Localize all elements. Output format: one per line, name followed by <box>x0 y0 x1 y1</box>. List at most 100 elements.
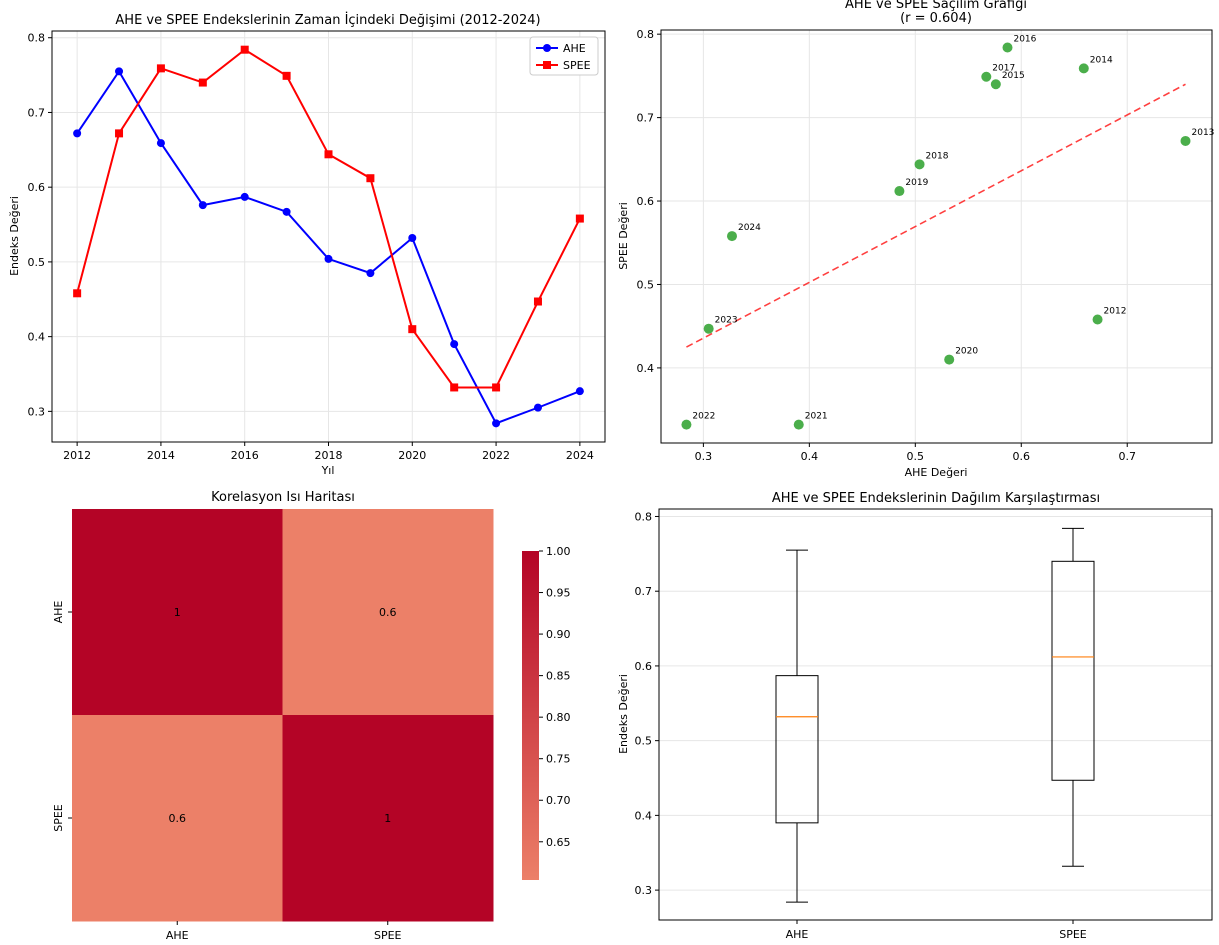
line-chart-title: AHE ve SPEE Endekslerinin Zaman İçindeki… <box>115 12 540 28</box>
heatmap-cell-label: 0.6 <box>169 812 187 825</box>
line-point-spee <box>73 289 82 298</box>
scatter-point <box>793 419 804 430</box>
heatmap-cell-label: 1 <box>174 606 181 619</box>
legend-marker-spee <box>543 61 551 69</box>
boxplot-box-spee <box>1051 560 1095 781</box>
scatter-point-label: 2021 <box>805 412 828 422</box>
heatmap-cell-label: 1 <box>384 812 391 825</box>
scatter-point-label: 2012 <box>1104 307 1127 317</box>
scatter-chart-panel: AHE ve SPEE Saçılım Grafiği (r = 0.604) … <box>617 0 1214 479</box>
boxplot-ytick-label: 0.4 <box>635 809 653 822</box>
colorbar-tick-label: 0.95 <box>546 587 571 600</box>
scatter-point-label: 2019 <box>905 178 928 188</box>
line-chart-xtick-label: 2018 <box>315 449 343 462</box>
boxplot-xtick-label: SPEE <box>1059 928 1087 941</box>
line-chart-xtick-label: 2022 <box>482 449 510 462</box>
line-point-spee <box>324 150 333 159</box>
line-point-spee <box>198 78 207 87</box>
line-chart-frame <box>51 30 606 443</box>
scatter-ytick-label: 0.4 <box>637 362 655 375</box>
scatter-point-label: 2022 <box>692 412 715 422</box>
heatmap-cell <box>72 715 283 922</box>
boxplot-ytick-label: 0.3 <box>635 884 653 897</box>
heatmap-cell-label: 0.6 <box>379 606 397 619</box>
heatmap-cell <box>72 509 283 716</box>
line-chart-ytick-label: 0.4 <box>28 331 46 344</box>
scatter-ytick-label: 0.5 <box>637 278 655 291</box>
scatter-xtick-label: 0.5 <box>907 450 925 463</box>
boxplot-ytick-label: 0.8 <box>635 510 653 523</box>
line-chart-panel: AHE ve SPEE Endekslerinin Zaman İçindeki… <box>8 12 606 477</box>
scatter-point <box>990 79 1001 90</box>
line-chart-ytick-label: 0.8 <box>28 32 46 45</box>
scatter-point-label: 2024 <box>738 223 761 233</box>
scatter-point-label: 2015 <box>1002 71 1025 81</box>
boxplot-frame <box>658 508 1213 921</box>
heatmap-row-label: AHE <box>52 601 65 624</box>
scatter-point <box>1078 63 1089 74</box>
line-chart-xtick-label: 2012 <box>63 449 91 462</box>
scatter-point-label: 2016 <box>1013 35 1036 45</box>
scatter-point <box>703 323 714 334</box>
boxplot-ytick-label: 0.6 <box>635 660 653 673</box>
line-point-spee <box>450 383 459 392</box>
heatmap-row-label: SPEE <box>52 804 65 832</box>
scatter-ytick-label: 0.7 <box>637 112 655 125</box>
line-chart-xtick-label: 2014 <box>147 449 175 462</box>
scatter-point <box>944 354 955 365</box>
line-point-ahe <box>575 387 584 396</box>
scatter-xtick-label: 0.4 <box>801 450 819 463</box>
scatter-point <box>894 186 905 197</box>
heatmap-cell <box>282 509 494 716</box>
boxplot-ytick-label: 0.7 <box>635 585 653 598</box>
line-point-spee <box>156 64 165 73</box>
line-point-ahe <box>156 139 165 148</box>
heatmap-col-label: SPEE <box>374 929 402 942</box>
scatter-point-label: 2020 <box>955 347 978 357</box>
scatter-point-label: 2023 <box>715 316 738 326</box>
scatter-point-label: 2018 <box>926 151 949 161</box>
line-point-ahe <box>115 67 124 76</box>
line-point-ahe <box>240 192 249 201</box>
line-chart-ylabel: Endeks Değeri <box>8 196 21 276</box>
colorbar-tick-label: 0.75 <box>546 753 571 766</box>
line-point-spee <box>408 325 417 334</box>
line-point-ahe <box>198 201 207 210</box>
scatter-xtick-label: 0.6 <box>1013 450 1031 463</box>
line-point-spee <box>533 297 542 306</box>
scatter-point <box>914 159 925 170</box>
line-chart-ytick-label: 0.6 <box>28 181 46 194</box>
scatter-point-label: 2017 <box>992 64 1015 74</box>
scatter-chart-title: AHE ve SPEE Saçılım Grafiği <box>845 0 1027 12</box>
line-chart-xtick-label: 2024 <box>566 449 594 462</box>
line-point-ahe <box>324 254 333 263</box>
scatter-point <box>981 71 992 82</box>
colorbar-tick-label: 0.70 <box>546 794 571 807</box>
heatmap-panel: Korelasyon Isı Haritası 1 0.6 0.6 1 AHE SPEE A… <box>52 490 571 942</box>
legend-label-spee: SPEE <box>563 59 591 72</box>
line-point-spee <box>282 71 291 80</box>
line-chart-ytick-label: 0.5 <box>28 256 46 269</box>
scatter-frame <box>660 29 1213 444</box>
line-chart-ytick-label: 0.3 <box>28 405 46 418</box>
line-point-ahe <box>492 419 501 428</box>
line-point-spee <box>492 383 501 392</box>
scatter-point <box>1180 135 1191 146</box>
colorbar-tick-label: 0.65 <box>546 836 571 849</box>
line-chart-xlabel: Yıl <box>321 464 335 477</box>
scatter-point-label: 2014 <box>1090 55 1113 65</box>
heatmap-cell <box>282 715 494 922</box>
scatter-ytick-label: 0.6 <box>637 195 655 208</box>
line-point-spee <box>240 45 249 54</box>
scatter-chart-xlabel: AHE Değeri <box>905 466 968 479</box>
heatmap-col-label: AHE <box>166 929 189 942</box>
scatter-point <box>1002 42 1013 53</box>
scatter-ytick-label: 0.8 <box>637 28 655 41</box>
colorbar-tick-label: 0.80 <box>546 711 571 724</box>
boxplot-ytick-label: 0.5 <box>635 735 653 748</box>
line-point-ahe <box>73 129 82 138</box>
line-point-spee <box>366 174 375 183</box>
line-chart-xtick-label: 2016 <box>231 449 259 462</box>
legend-label-ahe: AHE <box>563 42 586 55</box>
